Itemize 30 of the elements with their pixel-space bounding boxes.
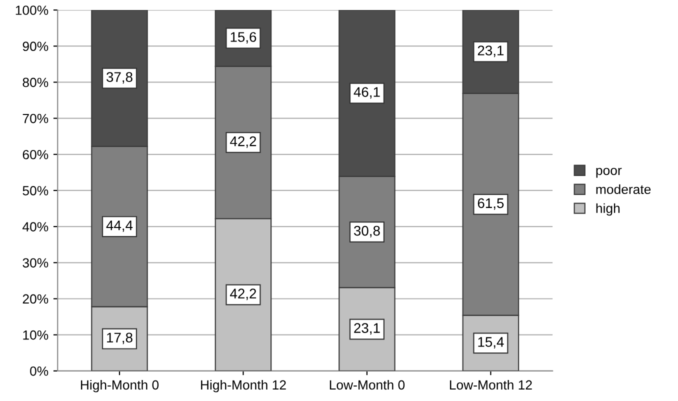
y-tick-label: 60% (22, 150, 48, 160)
y-tick-label: 30% (22, 258, 48, 268)
x-tick-label: Low-Month 12 (450, 380, 532, 390)
y-tick-label: 0% (30, 366, 48, 376)
x-tick-label: High-Month 0 (80, 380, 159, 392)
data-label: 15,4 (478, 337, 504, 349)
data-label: 23,1 (478, 46, 504, 58)
y-tick-label: 100% (16, 6, 48, 15)
y-tick-label: 50% (22, 186, 48, 196)
y-tick-label: 70% (22, 114, 48, 124)
y-tick-label: 10% (23, 330, 48, 340)
data-label: 42,2 (230, 288, 256, 300)
y-tick-label: 80% (22, 78, 48, 88)
x-tick-label: Low-Month 0 (330, 380, 405, 390)
y-tick-label: 40% (22, 222, 48, 232)
legend-label: moderate (596, 184, 651, 194)
data-label: 44,4 (106, 220, 133, 232)
legend-label: high (596, 203, 620, 216)
data-label: 17,8 (107, 332, 132, 344)
data-label: 46,1 (354, 87, 380, 99)
data-label: 61,5 (478, 198, 504, 210)
legend-label: poor (596, 168, 622, 178)
x-tick-label: High-Month 12 (201, 380, 286, 392)
y-tick-label: 20% (22, 294, 48, 304)
data-label: 42,2 (230, 136, 256, 148)
data-label: 37,8 (106, 72, 132, 84)
data-label: 23,1 (354, 323, 380, 335)
data-label: 15,6 (230, 32, 256, 44)
y-tick-label: 90% (22, 42, 48, 52)
data-label: 30,8 (354, 226, 380, 238)
